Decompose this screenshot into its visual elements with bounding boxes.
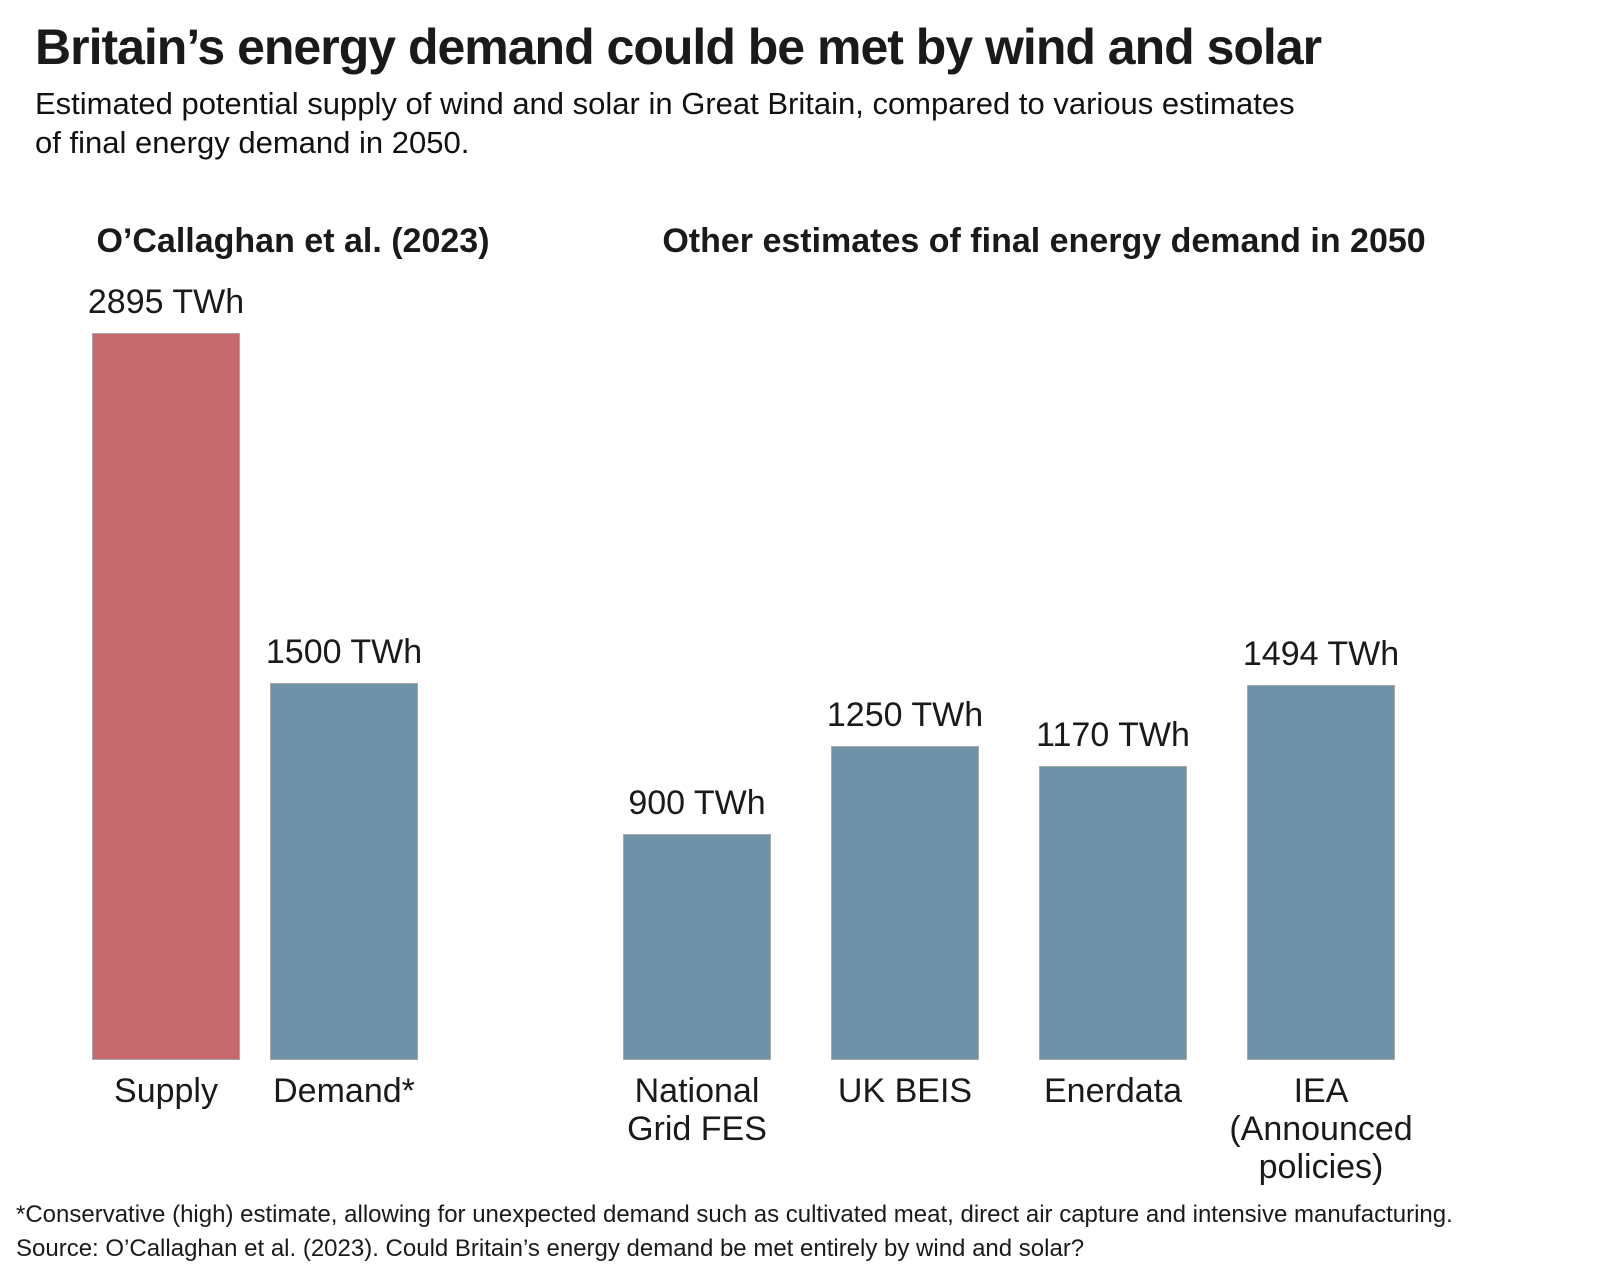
chart-footnote: *Conservative (high) estimate, allowing … [16, 1201, 1453, 1228]
chart-source: Source: O’Callaghan et al. (2023). Could… [16, 1235, 1085, 1262]
value-label-uk-beis: 1250 TWh [826, 696, 984, 734]
category-label-uk-beis: UK BEIS [837, 1072, 973, 1110]
category-label-enerdata: Enerdata [1044, 1072, 1182, 1110]
value-label-national-grid-fes: 900 TWh [628, 784, 766, 822]
bar-supply [92, 333, 240, 1060]
chart-title: Britain’s energy demand could be met by … [35, 19, 1322, 75]
group-header-left: O’Callaghan et al. (2023) [96, 222, 490, 260]
value-label-enerdata: 1170 TWh [1036, 716, 1190, 754]
chart-subtitle: Estimated potential supply of wind and s… [35, 86, 1295, 160]
category-label-national-grid-fes: National Grid FES [627, 1072, 767, 1148]
value-label-demand: 1500 TWh [265, 633, 423, 671]
bar-iea [1247, 685, 1395, 1060]
bar-national-grid-fes [623, 834, 771, 1060]
bar-demand [270, 683, 418, 1060]
bar-uk-beis [831, 746, 979, 1060]
group-header-right: Other estimates of final energy demand i… [662, 222, 1426, 260]
value-label-iea: 1494 TWh [1242, 635, 1400, 673]
category-label-supply: Supply [114, 1072, 218, 1110]
value-label-supply: 2895 TWh [87, 283, 245, 321]
category-label-iea: IEA (Announced policies) [1229, 1072, 1413, 1186]
bar-enerdata [1039, 766, 1187, 1060]
category-label-demand: Demand* [273, 1072, 415, 1110]
